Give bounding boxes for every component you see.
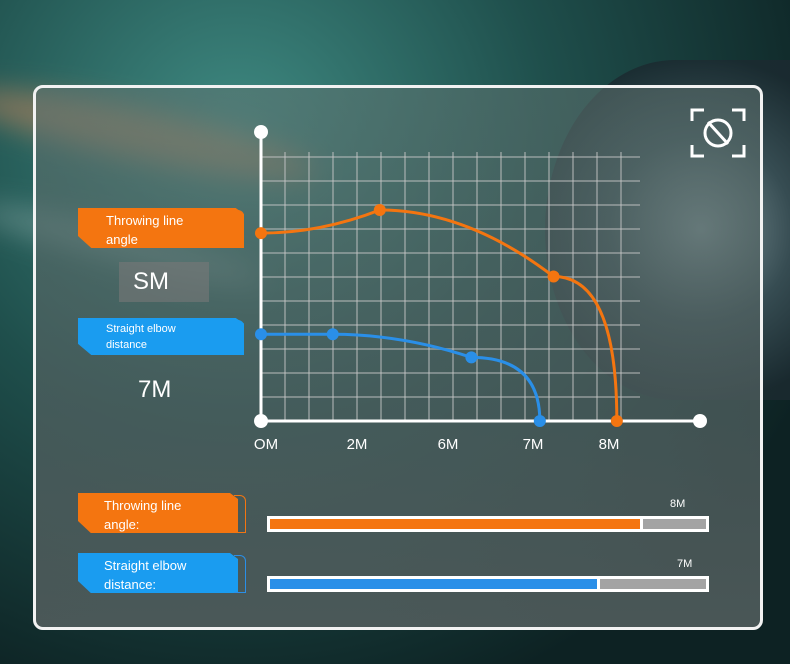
data-point (326, 328, 339, 341)
legend-value-throwing: SM (133, 268, 169, 295)
panel (33, 85, 763, 630)
bar-tag: Straight elbow distance: (78, 553, 238, 593)
bar-tag: Throwing line angle: (78, 493, 238, 533)
axis-origin-dot (254, 414, 268, 428)
x-tick-label: 8M (598, 436, 620, 453)
tag-edge (232, 320, 244, 355)
bar-label: Straight elbow distance: (104, 558, 187, 592)
legend-label: Throwing line angle (106, 213, 184, 247)
data-point (373, 204, 386, 217)
x-tick-label: 7M (522, 436, 544, 453)
data-point (610, 415, 623, 427)
legend-tag-throwing: Throwing line angle (78, 208, 244, 248)
bar-value-label: 8M (670, 498, 686, 510)
data-point (533, 415, 546, 427)
data-point (547, 270, 560, 283)
x-tick-label: 6M (437, 436, 459, 453)
legend-label: Straight elbow distance (106, 323, 176, 351)
tag-edge (232, 210, 244, 248)
legend-value-elbow: 7M (138, 376, 172, 403)
data-point (255, 227, 267, 240)
data-point (465, 351, 478, 364)
value-box (119, 262, 209, 302)
tag-edge (234, 495, 246, 533)
axis-end-dot (254, 125, 268, 139)
x-tick-label: OM (253, 436, 279, 453)
progress-fill (270, 579, 601, 589)
x-tick-label: 2M (346, 436, 368, 453)
tag-edge (234, 555, 246, 593)
legend-tag-elbow: Straight elbow distance (78, 318, 244, 355)
data-point (255, 328, 267, 341)
axis-end-dot (693, 414, 707, 428)
series-line-0 (260, 208, 619, 422)
progress-bar (267, 516, 709, 532)
progress-fill (270, 519, 643, 529)
bar-label: Throwing line angle: (104, 498, 182, 532)
progress-bar (267, 576, 709, 592)
no-camera-scan-icon (690, 108, 746, 158)
series-line-1 (261, 332, 542, 422)
bar-value-label: 7M (677, 558, 693, 570)
